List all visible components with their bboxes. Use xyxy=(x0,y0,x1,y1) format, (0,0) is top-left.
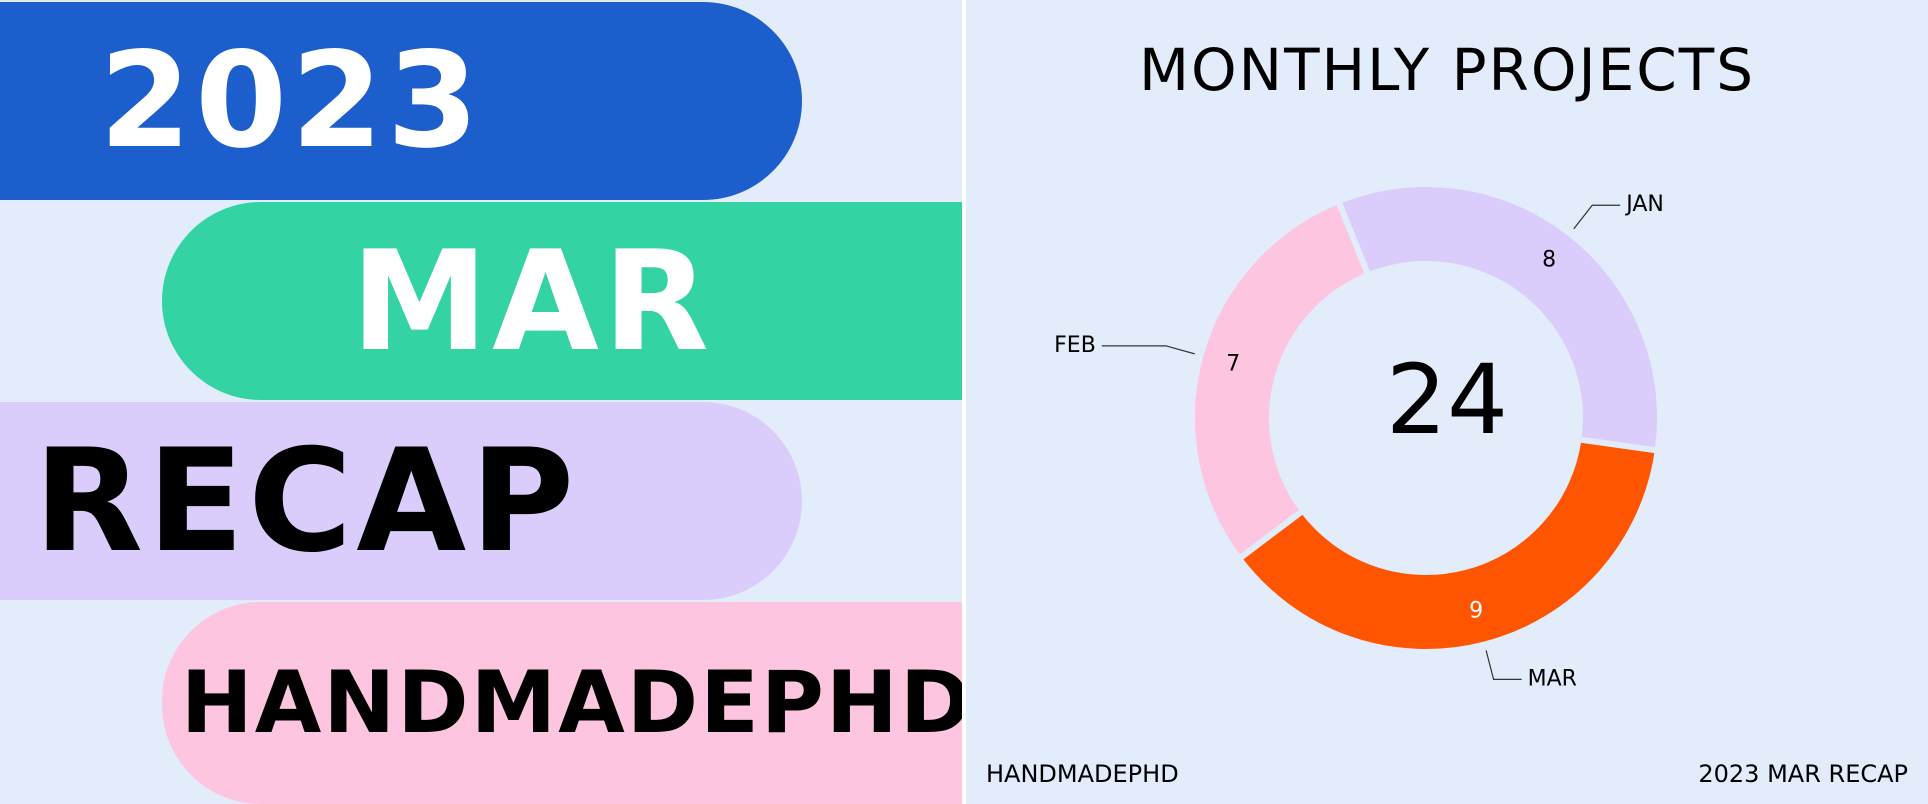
slice-value-jan: 8 xyxy=(1542,247,1556,272)
slice-label-feb: FEB xyxy=(1054,333,1096,358)
brand-band: HANDMADEPHD xyxy=(162,602,962,804)
brand-text: HANDMADEPHD xyxy=(180,653,962,753)
recap-text: RECAP xyxy=(33,418,579,584)
center-total: 24 xyxy=(1385,344,1509,456)
year-band: 2023 xyxy=(0,2,802,200)
callout-line-jan xyxy=(1573,204,1621,230)
month-band: MAR xyxy=(162,202,962,400)
slice-label-mar: MAR xyxy=(1528,666,1577,691)
donut-slice-jan xyxy=(1334,181,1663,454)
callout-line-feb xyxy=(1101,345,1195,355)
footer-brand: HANDMADEPHD xyxy=(986,760,1179,788)
slice-label-jan: JAN xyxy=(1624,192,1664,217)
chart-title: MONTHLY PROJECTS xyxy=(1138,36,1756,104)
slice-value-mar: 9 xyxy=(1469,599,1483,624)
footer-recap: 2023 MAR RECAP xyxy=(1698,760,1908,788)
donut-slice-feb xyxy=(1189,197,1373,564)
left-poster-panel: 2023 MAR RECAP HANDMADEPHD xyxy=(0,0,962,804)
recap-band: RECAP xyxy=(0,402,802,600)
year-text: 2023 xyxy=(99,24,483,178)
chart-panel: MONTHLY PROJECTS 7 FEB 8 JAN 9 MAR 24 HANDMAD… xyxy=(966,0,1928,804)
donut-slice-mar xyxy=(1234,436,1662,655)
callout-line-mar xyxy=(1485,650,1522,680)
month-text: MAR xyxy=(350,220,714,382)
slice-value-feb: 7 xyxy=(1226,352,1240,377)
donut-chart: 7 FEB 8 JAN 9 MAR xyxy=(1054,181,1664,691)
